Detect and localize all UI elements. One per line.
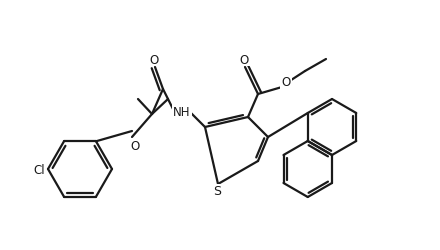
Text: O: O xyxy=(281,76,291,89)
Text: S: S xyxy=(213,185,221,198)
Text: O: O xyxy=(149,53,159,66)
Text: NH: NH xyxy=(173,105,191,118)
Text: Cl: Cl xyxy=(33,163,45,176)
Text: O: O xyxy=(239,53,249,66)
Text: O: O xyxy=(130,139,139,152)
